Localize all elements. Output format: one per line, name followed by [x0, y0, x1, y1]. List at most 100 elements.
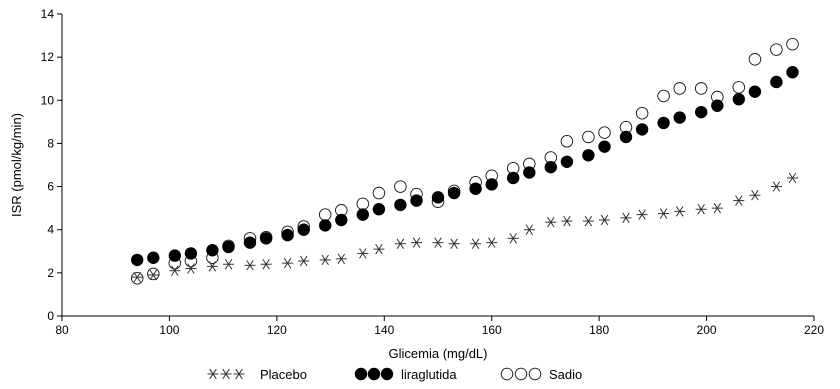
point-sadio [147, 267, 160, 281]
point-placebo [432, 237, 444, 248]
plot-area [130, 37, 799, 285]
point-sadio [560, 135, 574, 148]
point-placebo [335, 253, 347, 265]
y-tick-label: 8 [47, 136, 54, 150]
point-liraglutida [259, 232, 273, 245]
legend-label-placebo: Placebo [260, 367, 307, 382]
legend-marker-symbol [233, 368, 245, 380]
point-sadio [598, 126, 611, 139]
point-liraglutida [469, 182, 482, 195]
point-sadio [748, 53, 762, 66]
x-tick-label: 160 [482, 323, 502, 337]
point-sadio [356, 197, 370, 211]
point-liraglutida [319, 219, 332, 232]
point-placebo [599, 214, 611, 226]
point-liraglutida [147, 251, 160, 264]
legend-label-sadio: Sadio [549, 367, 582, 382]
point-liraglutida [206, 244, 219, 257]
point-liraglutida [619, 130, 633, 144]
point-liraglutida [222, 240, 235, 254]
point-sadio [372, 186, 386, 200]
point-placebo [448, 238, 460, 249]
x-tick-label: 140 [374, 323, 394, 337]
point-sadio [130, 272, 144, 285]
point-placebo [620, 212, 632, 224]
point-placebo [185, 263, 197, 274]
point-placebo [169, 265, 181, 276]
point-placebo [298, 255, 310, 267]
point-placebo [244, 260, 256, 271]
legend-marker-symbol [367, 367, 381, 381]
legend-marker-symbol [220, 368, 232, 380]
point-liraglutida [243, 236, 257, 249]
point-liraglutida [130, 253, 144, 267]
legend-marker-symbol [380, 367, 394, 381]
point-placebo [770, 181, 782, 192]
point-placebo [561, 215, 573, 227]
y-axis-title: ISR (pmol/kg/min) [9, 113, 24, 217]
point-liraglutida [582, 149, 595, 162]
x-tick-label: 200 [697, 323, 717, 337]
point-sadio [673, 82, 686, 95]
legend-marker-symbol [514, 367, 528, 381]
point-liraglutida [786, 66, 799, 79]
point-placebo [711, 202, 723, 214]
legend-marker-symbol [354, 367, 368, 381]
point-liraglutida [695, 105, 708, 119]
point-sadio [694, 82, 708, 95]
point-placebo [486, 237, 498, 248]
point-liraglutida [335, 213, 348, 227]
legend-marker-symbol [528, 367, 542, 381]
legend-label-liraglutida: liraglutida [401, 367, 457, 382]
legend-marker-liraglutida [354, 367, 394, 381]
axes [61, 14, 814, 317]
point-placebo [373, 243, 385, 255]
point-placebo [582, 215, 594, 227]
point-placebo [394, 238, 406, 249]
y-tick-label: 0 [47, 309, 54, 323]
point-placebo [131, 271, 143, 283]
point-liraglutida [297, 223, 310, 236]
point-placebo [674, 206, 686, 217]
point-sadio [786, 37, 799, 51]
x-tick-label: 180 [589, 323, 609, 337]
point-liraglutida [410, 194, 423, 207]
x-tick-label: 80 [55, 323, 69, 337]
point-liraglutida [523, 166, 536, 179]
point-placebo [470, 238, 482, 249]
point-liraglutida [168, 249, 182, 262]
y-ticks: 0 2 4 6 8 10 12 14 [41, 7, 62, 323]
legend-marker-sadio [500, 367, 542, 381]
point-placebo [787, 172, 799, 184]
legend: Placebo liraglutida Sadio [207, 367, 582, 382]
legend-marker-placebo [207, 368, 245, 380]
point-liraglutida [770, 75, 783, 89]
point-placebo [206, 261, 218, 272]
point-liraglutida [560, 155, 574, 168]
point-sadio [582, 130, 595, 144]
legend-marker-symbol [500, 367, 514, 381]
point-liraglutida [748, 85, 762, 98]
y-tick-label: 4 [47, 223, 54, 237]
point-liraglutida [431, 191, 445, 204]
point-liraglutida [372, 203, 386, 216]
point-placebo [282, 257, 294, 269]
point-placebo [636, 209, 648, 220]
point-liraglutida [281, 228, 294, 242]
point-placebo [411, 237, 423, 248]
x-tick-label: 100 [159, 323, 179, 337]
point-liraglutida [657, 116, 670, 130]
point-liraglutida [635, 123, 649, 136]
point-placebo [658, 208, 670, 219]
point-placebo [733, 195, 745, 206]
x-tick-label: 120 [267, 323, 287, 337]
y-tick-label: 6 [47, 180, 54, 194]
point-placebo [223, 259, 235, 270]
point-placebo [695, 203, 707, 215]
y-tick-label: 12 [41, 50, 55, 64]
y-tick-label: 14 [41, 7, 55, 21]
x-axis-title: Glicemia (mg/dL) [389, 346, 488, 361]
point-placebo [357, 248, 369, 259]
legend-marker-symbol [207, 368, 219, 380]
